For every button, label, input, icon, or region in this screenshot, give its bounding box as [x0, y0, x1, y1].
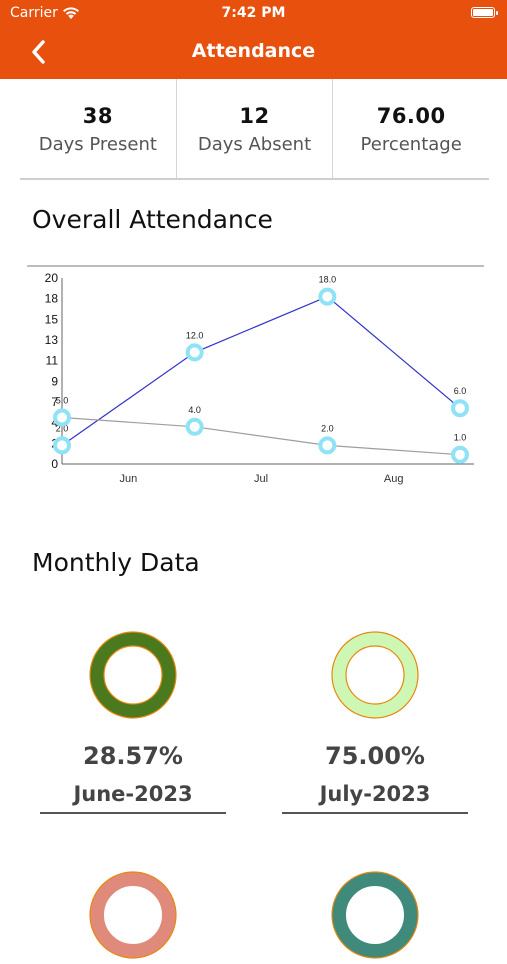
monthly-card-july[interactable]: 75.00% July-2023	[282, 630, 468, 814]
data-point	[318, 287, 337, 306]
data-point	[318, 436, 337, 455]
data-point	[451, 445, 469, 464]
data-label: 18.0	[319, 275, 337, 285]
y-tick-label: 15	[45, 312, 59, 326]
stat-value: 76.00	[376, 104, 446, 128]
stat-label: Percentage	[360, 134, 462, 155]
attendance-summary: 38 Days Present 12 Days Absent 76.00 Per…	[20, 79, 489, 180]
wifi-icon	[63, 7, 79, 19]
monthly-card-june[interactable]: 28.57% June-2023	[40, 630, 226, 814]
y-tick-label: 0	[51, 457, 58, 471]
data-label: 2.0	[321, 423, 334, 433]
stat-label: Days Absent	[197, 134, 312, 155]
data-label: 6.0	[454, 386, 467, 396]
stat-days-present: 38 Days Present	[20, 79, 176, 178]
donut-chart	[331, 631, 419, 719]
page-title: Attendance	[191, 40, 316, 62]
stat-percentage: 76.00 Percentage	[332, 79, 489, 178]
data-label: 1.0	[454, 433, 467, 443]
data-label: 12.0	[186, 330, 204, 340]
data-label: 2.0	[56, 423, 69, 433]
data-point	[185, 343, 204, 362]
monthly-percent: 28.57%	[83, 742, 183, 770]
monthly-card-fourth[interactable]	[282, 870, 468, 964]
y-tick-label: 11	[46, 354, 59, 368]
monthly-percent: 75.00%	[325, 742, 425, 770]
x-tick-label: Jun	[119, 473, 137, 485]
data-label: 5.0	[56, 396, 69, 406]
chart-divider	[27, 265, 484, 267]
data-point	[185, 417, 204, 436]
monthly-label: June-2023	[40, 782, 226, 814]
x-tick-label: Aug	[384, 473, 404, 485]
section-title-monthly: Monthly Data	[32, 548, 200, 577]
clock: 7:42 PM	[221, 5, 286, 21]
data-point	[53, 436, 71, 455]
donut-chart	[331, 871, 419, 959]
y-tick-label: 20	[45, 271, 59, 285]
battery-icon	[471, 7, 498, 18]
series-line	[61, 416, 461, 456]
donut-chart	[89, 871, 177, 959]
series-line	[61, 295, 461, 446]
monthly-card-third[interactable]	[40, 870, 226, 964]
donut-chart	[89, 631, 177, 719]
monthly-label: July-2023	[282, 782, 468, 814]
stat-value: 38	[82, 104, 113, 128]
y-tick-label: 7	[51, 395, 58, 409]
data-point	[451, 399, 469, 418]
status-bar: Carrier 7:42 PM	[0, 5, 507, 25]
y-tick-label: 18	[45, 292, 59, 306]
stat-value: 12	[239, 104, 270, 128]
nav-bar: Carrier 7:42 PM Attendance	[0, 0, 507, 79]
section-title-overall: Overall Attendance	[32, 205, 273, 234]
y-tick-label: 13	[45, 333, 59, 347]
data-point	[53, 408, 71, 427]
data-label: 4.0	[188, 405, 201, 415]
stat-days-absent: 12 Days Absent	[175, 79, 333, 178]
attendance-line-chart: 024791113151820JunJulAug2.012.018.06.05.…	[45, 271, 474, 485]
carrier-label: Carrier	[10, 5, 58, 21]
y-tick-label: 9	[51, 374, 58, 388]
x-tick-label: Jul	[254, 473, 268, 485]
stat-label: Days Present	[38, 134, 157, 155]
chevron-left-icon[interactable]	[26, 38, 54, 66]
